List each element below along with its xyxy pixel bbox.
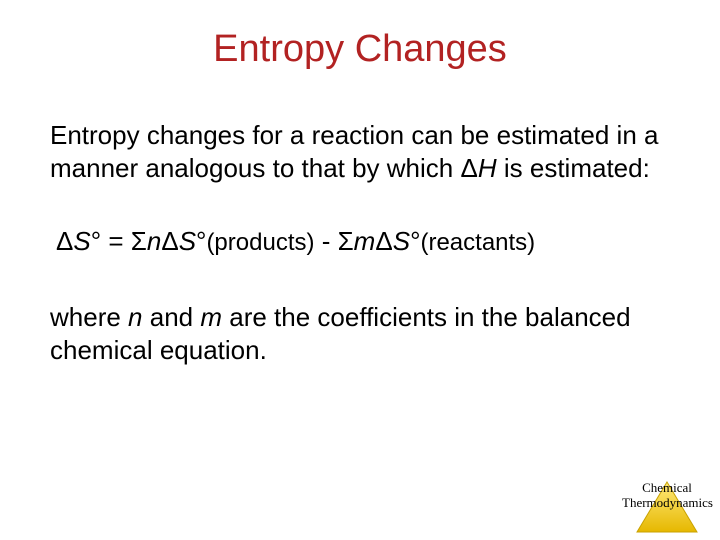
eq-lhs-degree: ° (91, 226, 101, 256)
closing-var-m: m (200, 302, 222, 332)
eq-delta1: Δ (161, 226, 178, 256)
eq-deg1: ° (196, 226, 206, 256)
eq-minus: - (314, 226, 337, 256)
eq-products: (products) (206, 229, 314, 256)
intro-paragraph: Entropy changes for a reaction can be es… (50, 119, 670, 184)
eq-lhs-S: S (73, 226, 90, 256)
eq-lhs-delta: Δ (56, 226, 73, 256)
eq-deg2: ° (410, 226, 420, 256)
eq-S1: S (179, 226, 196, 256)
closing-mid: and (143, 302, 201, 332)
eq-coef-n: n (147, 226, 161, 256)
eq-sigma2: Σ (338, 226, 354, 256)
closing-paragraph: where n and m are the coefficients in th… (50, 301, 670, 366)
intro-suffix: is estimated: (497, 153, 650, 183)
slide-container: Entropy Changes Entropy changes for a re… (0, 0, 720, 540)
footer-line1: Chemical (642, 480, 692, 495)
intro-symbol-H: H (478, 153, 497, 183)
intro-delta: Δ (460, 153, 477, 183)
eq-coef-m: m (354, 226, 376, 256)
footer-block: Chemical Thermodynamics (622, 481, 712, 510)
footer-line2: Thermodynamics (622, 495, 713, 510)
eq-equals: = (101, 226, 131, 256)
eq-delta2: Δ (375, 226, 392, 256)
eq-reactants: (reactants) (420, 229, 535, 256)
eq-S2: S (393, 226, 410, 256)
closing-prefix: where (50, 302, 128, 332)
entropy-equation: ΔS° = ΣnΔS°(products) - ΣmΔS°(reactants) (56, 226, 670, 257)
closing-var-n: n (128, 302, 142, 332)
eq-sigma1: Σ (131, 226, 147, 256)
slide-title: Entropy Changes (50, 28, 670, 71)
footer-label: Chemical Thermodynamics (622, 481, 712, 510)
